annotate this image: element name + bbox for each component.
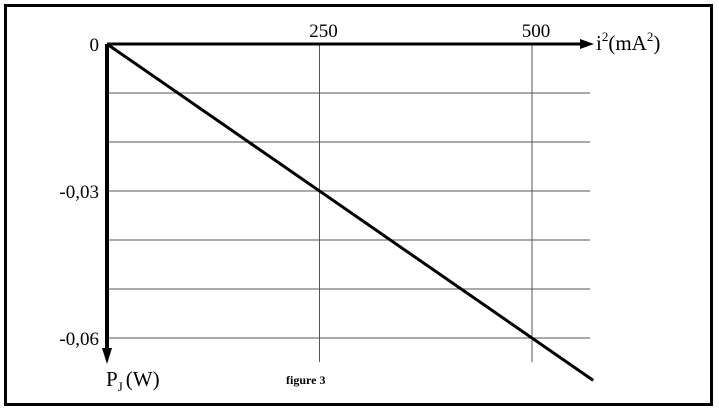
axes xyxy=(102,39,594,364)
figure-caption: figure 3 xyxy=(286,373,325,387)
x-axis-arrow xyxy=(580,39,594,49)
series xyxy=(106,42,595,382)
figure-frame xyxy=(4,4,713,406)
y-axis-arrow xyxy=(102,348,112,364)
x-tick-label: 500 xyxy=(522,21,551,42)
grid xyxy=(107,44,590,362)
tick-labels: 0 -0,03 -0,06 250 500 xyxy=(59,21,550,350)
series-line xyxy=(106,42,595,382)
y-tick-label: -0,03 xyxy=(59,182,99,203)
y-tick-label: -0,06 xyxy=(59,329,99,350)
x-axis-label: i2(mA2) xyxy=(596,29,660,55)
x-tick-label: 250 xyxy=(309,21,338,42)
y-axis-label: PJ (W) xyxy=(106,367,160,394)
y-tick-label: 0 xyxy=(90,35,100,56)
